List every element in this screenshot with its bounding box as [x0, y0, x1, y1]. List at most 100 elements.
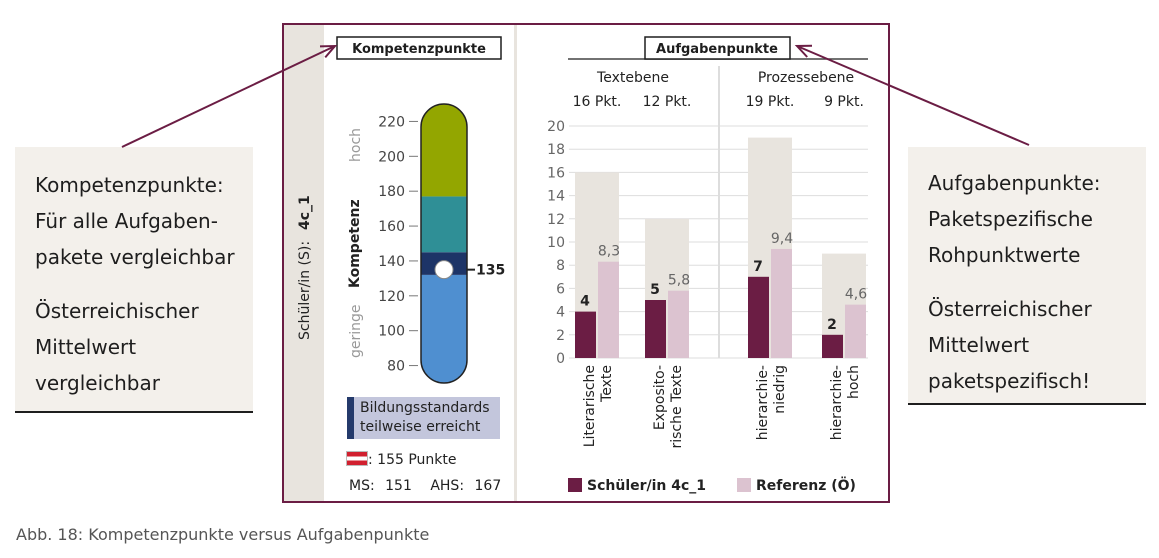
- category-label: Texte: [599, 365, 615, 403]
- student-marker: [434, 260, 454, 280]
- student-bar: [822, 334, 843, 358]
- y-tick-label: 8: [556, 258, 565, 274]
- legend-reference-swatch: [737, 478, 751, 492]
- scale-tick-label: 100: [378, 324, 405, 340]
- reference-bar: [771, 248, 792, 358]
- student-bar: [645, 300, 666, 358]
- max-points-label: 16 Pkt.: [573, 94, 622, 110]
- student-value-label: 4: [580, 294, 590, 310]
- left-note-line: Österreichischer: [35, 299, 199, 323]
- y-tick-label: 14: [547, 189, 565, 205]
- reference-bar: [598, 261, 619, 358]
- task-header-box: [644, 36, 791, 60]
- right-note-line: Aufgabenpunkte:: [928, 171, 1101, 195]
- scale-zone-3: [421, 104, 467, 197]
- right-note-line: paketspezifisch!: [928, 369, 1091, 393]
- reference-value-label: 5,8: [668, 273, 690, 289]
- category-label: rische Texte: [669, 365, 685, 449]
- austria-mean-label: : 155 Punkte: [368, 452, 457, 468]
- scale-zone-2: [421, 196, 467, 253]
- scale-tick-label: 160: [378, 219, 405, 235]
- school-type-means: MS: 151 AHS: 167: [349, 478, 501, 494]
- category-label: Literarische: [582, 365, 598, 447]
- scale-tick-label: 220: [378, 114, 405, 130]
- scale-tick-label: 120: [378, 289, 405, 305]
- legend-reference-label: Referenz (Ö): [756, 478, 856, 494]
- category-label: hierarchie-: [755, 365, 771, 440]
- category-label: niedrig: [772, 365, 788, 414]
- right-note-line: Mittelwert: [928, 333, 1030, 357]
- ms-label: MS:: [349, 478, 375, 494]
- right-arrow: [796, 45, 1030, 146]
- max-points-label: 19 Pkt.: [746, 94, 795, 110]
- competence-header: Kompetenzpunkte: [352, 42, 486, 57]
- y-tick-label: 6: [556, 281, 565, 297]
- max-points-label: 9 Pkt.: [824, 94, 864, 110]
- ahs-value: 167: [474, 478, 502, 494]
- y-tick-label: 0: [556, 351, 565, 367]
- competence-axis-label: Kompetenz: [347, 199, 363, 288]
- category-label: hierarchie-: [829, 365, 845, 440]
- left-note-line: Mittelwert: [35, 335, 137, 359]
- left-arrow: [121, 45, 336, 148]
- right-note-line: Österreichischer: [928, 297, 1092, 321]
- group-label: Textebene: [596, 70, 669, 86]
- student-value-label: 7: [753, 259, 763, 275]
- group-label: Prozessebene: [758, 70, 854, 86]
- scale-tick-label: 80: [387, 359, 405, 375]
- panel-divider: [514, 25, 517, 501]
- student-label: Schüler/in (S):: [297, 241, 313, 340]
- legend-student-swatch: [568, 478, 582, 492]
- right-note-line: Paketspezifische: [928, 207, 1093, 231]
- competence-header-box: [336, 36, 502, 60]
- student-value-label: 5: [650, 282, 660, 298]
- category-label: hoch: [846, 365, 862, 399]
- austria-flag-icon: [346, 451, 368, 466]
- low-label: geringe: [348, 304, 364, 358]
- y-tick-label: 12: [547, 212, 565, 228]
- student-value-label: 2: [827, 317, 837, 333]
- y-tick-label: 10: [547, 235, 565, 251]
- scale-zone-0: [421, 274, 467, 383]
- student-id: 4c_1: [297, 195, 313, 230]
- austria-mean: : 155 Punkte: [346, 451, 457, 468]
- student-bar: [575, 311, 596, 358]
- reference-value-label: 8,3: [598, 244, 620, 260]
- scale-outline: [420, 103, 468, 384]
- y-tick-label: 16: [547, 165, 565, 181]
- y-tick-label: 2: [556, 328, 565, 344]
- left-note-line: pakete vergleichbar: [35, 245, 235, 269]
- standard-line-1: Bildungsstandards: [360, 400, 490, 416]
- right-arrow-head: [794, 44, 813, 58]
- student-sidebar: [284, 25, 324, 501]
- y-tick-label: 20: [547, 119, 565, 135]
- student-bar: [748, 276, 769, 358]
- y-tick-label: 4: [556, 305, 565, 321]
- figure-caption: Abb. 18: Kompetenzpunkte versus Aufgaben…: [16, 525, 430, 544]
- legend-student-label: Schüler/in 4c_1: [587, 478, 707, 494]
- standard-line-2: teilweise erreicht: [360, 419, 481, 435]
- right-annotation: Aufgabenpunkte: Paketspezifische Rohpunk…: [908, 147, 1146, 405]
- scale-tick-label: 180: [378, 184, 405, 200]
- scale-tick-label: 200: [378, 149, 405, 165]
- task-header: Aufgabenpunkte: [656, 42, 778, 57]
- high-label: hoch: [348, 128, 364, 162]
- reference-value-label: 4,6: [845, 287, 867, 303]
- legend-student: Schüler/in 4c_1: [568, 478, 706, 494]
- right-note-line: Rohpunktwerte: [928, 243, 1081, 267]
- reference-value-label: 9,4: [771, 231, 793, 247]
- left-annotation: Kompetenzpunkte: Für alle Aufgaben- pake…: [15, 147, 253, 413]
- ms-value: 151: [385, 478, 412, 494]
- left-note-line: Für alle Aufgaben-: [35, 209, 218, 233]
- left-note-line: vergleichbar: [35, 371, 160, 395]
- y-tick-label: 18: [547, 142, 565, 158]
- reference-bar: [668, 290, 689, 358]
- max-points-label: 12 Pkt.: [643, 94, 692, 110]
- left-note-line: Kompetenzpunkte:: [35, 173, 224, 197]
- left-arrow-head: [319, 44, 338, 59]
- category-label: Exposito-: [652, 365, 668, 430]
- student-value-label: 135: [476, 263, 505, 279]
- ahs-label: AHS:: [430, 478, 465, 494]
- legend-reference: Referenz (Ö): [737, 478, 856, 494]
